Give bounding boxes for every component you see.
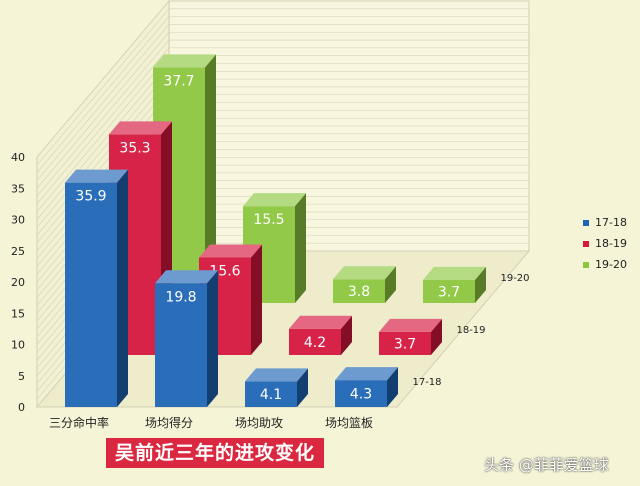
gridline-side: [36, 16, 170, 173]
bar-top: [243, 193, 306, 207]
bar-front: [335, 380, 387, 407]
bar-top: [199, 244, 262, 258]
gridline-side: [36, 32, 170, 189]
legend-label-19-20: 19-20: [595, 258, 627, 271]
x-category-label: 场均得分: [145, 415, 193, 430]
depth-axis-label: 18-19: [456, 325, 485, 336]
y-tick-label: 15: [11, 307, 25, 320]
gridline-side: [36, 8, 170, 166]
bar-top: [245, 368, 308, 382]
x-category-label: 三分命中率: [49, 415, 109, 430]
bar-side: [297, 368, 308, 407]
data-label: 19.8: [165, 289, 196, 305]
gridline-side: [36, 86, 170, 244]
bar-front: [379, 331, 431, 355]
y-tick-label: 10: [11, 339, 25, 352]
bar-top: [379, 318, 442, 332]
bar-side: [295, 193, 306, 303]
x-category-label: 场均篮板: [325, 415, 373, 430]
legend-item-19-20: 19-20: [583, 254, 627, 275]
watermark: 头条 @菲菲爱篮球: [484, 456, 609, 474]
bar-top: [109, 121, 172, 135]
gridline-side: [36, 24, 170, 181]
data-label: 15.5: [253, 212, 284, 228]
bar-top: [335, 367, 398, 381]
data-label: 4.3: [350, 387, 372, 403]
legend: 17-18 18-19 19-20: [583, 212, 627, 275]
y-tick-label: 20: [11, 276, 25, 289]
bar-front: [423, 279, 475, 303]
bar-front: [65, 182, 117, 407]
legend-swatch-19-20: [583, 261, 589, 268]
legend-swatch-18-19: [583, 240, 589, 247]
y-tick-label: 40: [11, 151, 25, 164]
legend-swatch-17-18: [583, 219, 589, 226]
bar-top: [155, 270, 218, 284]
gridline-side: [36, 47, 170, 205]
bar-side: [431, 318, 442, 355]
data-label: 3.7: [394, 336, 416, 352]
bar-side: [205, 54, 216, 303]
legend-item-17-18: 17-18: [583, 212, 627, 233]
gridline-side: [36, 55, 170, 212]
legend-label-18-19: 18-19: [595, 237, 627, 250]
bar-top: [289, 315, 352, 329]
bar-side: [207, 270, 218, 407]
bar-top: [153, 54, 216, 68]
chart-title: 吴前近三年的进攻变化: [106, 438, 324, 468]
bar-side: [475, 266, 486, 303]
y-tick-label: 30: [11, 214, 25, 227]
bar-top: [65, 169, 128, 183]
gridline-side: [36, 78, 170, 236]
data-label: 35.3: [119, 140, 150, 156]
gridline-side: [36, 0, 170, 158]
bar-side: [341, 315, 352, 355]
data-label: 35.9: [75, 189, 106, 205]
bar-side: [387, 367, 398, 407]
gridline-side: [36, 39, 170, 197]
y-tick-label: 25: [11, 245, 25, 258]
bar-side: [117, 169, 128, 407]
bar-side: [251, 244, 262, 355]
bar-top: [333, 266, 396, 280]
y-tick-label: 0: [18, 401, 25, 414]
data-label: 3.8: [348, 284, 370, 300]
y-tick-label: 5: [18, 370, 25, 383]
y-tick-label: 35: [11, 182, 25, 195]
gridline-side: [36, 71, 170, 228]
data-label: 37.7: [163, 73, 194, 89]
gridline-side: [36, 63, 170, 220]
depth-axis-label: 17-18: [412, 377, 441, 388]
data-label: 4.1: [260, 387, 282, 403]
data-label: 4.2: [304, 335, 326, 351]
legend-item-18-19: 18-19: [583, 233, 627, 254]
depth-axis-label: 19-20: [500, 273, 529, 284]
legend-label-17-18: 17-18: [595, 216, 627, 229]
bar-front: [333, 279, 385, 303]
bar-front: [245, 381, 297, 407]
bar-front: [289, 328, 341, 355]
x-category-label: 场均助攻: [235, 416, 283, 430]
bar-front: [155, 283, 207, 407]
bar-side: [385, 266, 396, 303]
bar-top: [423, 266, 486, 280]
data-label: 3.7: [438, 284, 460, 300]
